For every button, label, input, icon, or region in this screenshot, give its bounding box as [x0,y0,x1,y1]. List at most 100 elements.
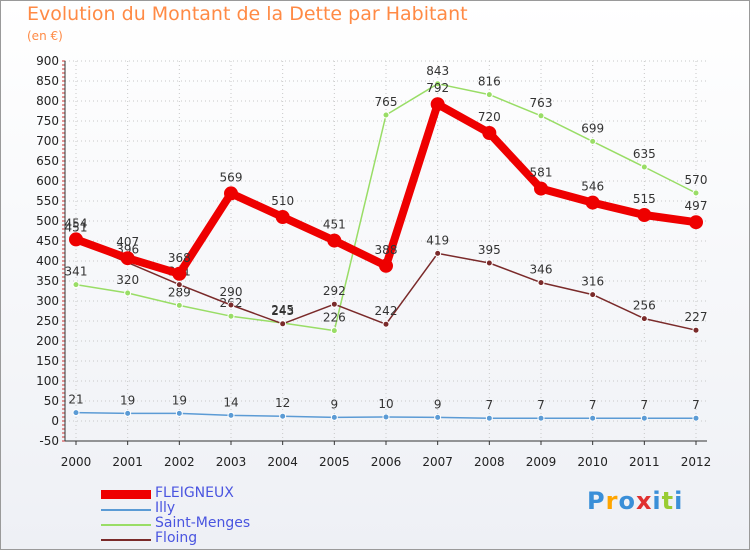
y-tick-label: 900 [36,54,59,68]
data-point [279,412,287,420]
data-label: 407 [116,235,139,249]
data-point [275,210,290,224]
data-point [537,414,545,422]
data-label: 569 [220,170,243,184]
data-label: 243 [271,304,294,318]
y-tick-label: 50 [44,394,59,408]
legend-label: Illy [155,500,176,516]
data-point [692,189,700,197]
data-label: 9 [434,397,442,411]
data-point [227,411,235,419]
x-tick-label: 2009 [526,455,557,469]
logo-letter: P [587,487,606,515]
data-label: 12 [275,396,290,410]
data-point [589,291,597,299]
data-label: 7 [692,398,700,412]
data-label: 245 [271,303,294,317]
data-point [379,258,393,273]
x-tick-label: 2007 [422,455,453,469]
data-point [485,91,493,99]
data-label: 388 [375,243,398,257]
data-point [72,281,80,289]
y-tick-label: 100 [36,374,59,388]
data-point [589,137,597,145]
y-tick-label: 300 [36,294,59,308]
data-point [327,233,342,248]
x-tick-label: 2008 [474,455,505,469]
data-point [692,414,700,422]
logo-letter: o [618,487,636,515]
data-label: 7 [537,398,545,412]
data-point [485,414,493,422]
y-tick-label: 600 [36,174,59,188]
y-tick-label: 250 [36,314,59,328]
logo-letter: x [635,487,653,515]
x-tick-label: 2006 [371,455,402,469]
data-label: 316 [581,275,604,289]
data-label: 289 [168,285,191,299]
y-tick-label: 800 [36,94,59,108]
data-label: 419 [426,233,449,247]
data-label: 21 [68,393,83,407]
data-point [175,409,183,417]
data-label: 19 [172,393,187,407]
x-tick-label: 2003 [216,455,247,469]
legend-label: Floing [155,530,198,546]
legend-label: Saint-Menges [155,515,251,531]
data-label: 9 [331,397,339,411]
y-tick-label: 0 [51,414,59,428]
data-label: 581 [530,166,553,180]
data-point [637,208,652,222]
y-tick-label: 350 [36,274,59,288]
logo-letter: i [674,487,684,515]
data-point [692,326,700,334]
data-point [330,300,338,308]
data-point [172,266,187,281]
legend-swatch [101,490,151,499]
data-label: 515 [633,192,656,206]
y-tick-label: 450 [36,234,59,248]
data-point [434,249,442,257]
data-label: 497 [685,199,708,213]
data-label: 843 [426,64,449,78]
x-tick-label: 2012 [681,455,712,469]
data-point [482,126,497,140]
data-point [434,80,442,88]
data-label: 292 [323,284,346,298]
data-label: 395 [478,243,501,257]
data-point [224,186,238,201]
data-point [382,111,390,119]
legend-swatch [101,539,151,541]
data-point [124,409,132,417]
y-tick-label: 400 [36,254,59,268]
data-point [537,279,545,287]
logo-letter: i [652,487,662,515]
data-point [430,97,445,112]
data-label: 720 [478,110,501,124]
data-label: 792 [426,81,449,95]
data-point [330,413,338,421]
x-tick-label: 2011 [629,455,660,469]
data-label: 227 [685,310,708,324]
data-label: 346 [530,263,553,277]
proxiti-logo: Proxiti [587,487,683,515]
data-point [640,414,648,422]
data-point [485,259,493,267]
data-point [537,112,545,120]
data-label: 7 [589,398,597,412]
data-label: 7 [486,398,494,412]
data-label: 256 [633,299,656,313]
data-point [72,409,80,417]
data-label: 341 [65,265,88,279]
data-point [382,413,390,421]
data-label: 451 [323,218,346,232]
y-tick-label: 700 [36,134,59,148]
x-tick-label: 2010 [577,455,608,469]
data-point [69,232,83,247]
y-tick-label: 850 [36,74,59,88]
data-label: 816 [478,75,501,89]
data-label: 290 [220,285,243,299]
data-point [175,301,183,309]
